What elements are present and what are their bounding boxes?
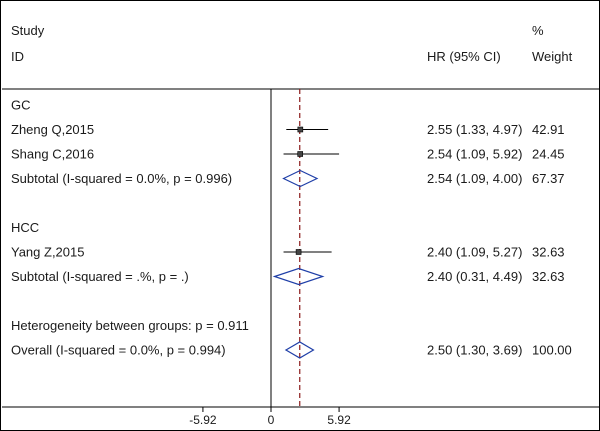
- axis-tick-label: -5.92: [189, 413, 217, 427]
- group-label: GC: [11, 98, 31, 113]
- subtotal-diamond: [272, 267, 325, 286]
- subtotal-label: Subtotal (I-squared = 0.0%, p = 0.996): [11, 171, 232, 186]
- study-label: Shang C,2016: [11, 147, 94, 162]
- header-effect: HR (95% CI): [427, 49, 501, 64]
- study-rows: GC Zheng Q,2015 2.55 (1.33, 4.97) 42.91 Shan…: [11, 98, 572, 359]
- weight-text: 42.91: [532, 122, 565, 137]
- overall-label: Overall (I-squared = 0.0%, p = 0.994): [11, 343, 226, 358]
- point-estimate-box: [295, 249, 302, 255]
- effect-ci-text: 2.40 (1.09, 5.27): [427, 245, 522, 260]
- effect-ci-text: 2.54 (1.09, 4.00): [427, 171, 522, 186]
- note-label: Heterogeneity between groups: p = 0.911: [11, 318, 249, 333]
- axis-tick-label: 0: [268, 413, 275, 427]
- x-axis: -5.92 0 5.92: [189, 407, 351, 427]
- effect-ci-text: 2.54 (1.09, 5.92): [427, 147, 522, 162]
- effect-ci-text: 2.50 (1.30, 3.69): [427, 343, 522, 358]
- point-estimate-box: [297, 151, 304, 157]
- effect-ci-text: 2.40 (0.31, 4.49): [427, 269, 522, 284]
- point-estimate-box: [297, 126, 304, 133]
- effect-ci-text: 2.55 (1.33, 4.97): [427, 122, 522, 137]
- header-study: Study: [11, 23, 45, 38]
- overall-diamond: [284, 341, 315, 359]
- header-id: ID: [11, 49, 24, 64]
- weight-text: 32.63: [532, 269, 565, 284]
- weight-text: 67.37: [532, 171, 565, 186]
- weight-text: 24.45: [532, 147, 565, 162]
- subtotal-diamond: [282, 169, 319, 188]
- plot-area: [270, 89, 301, 407]
- weight-text: 32.63: [532, 245, 565, 260]
- weight-text: 100.00: [532, 343, 572, 358]
- header-weight: Weight: [532, 49, 573, 64]
- subtotal-label: Subtotal (I-squared = .%, p = .): [11, 269, 189, 284]
- study-label: Zheng Q,2015: [11, 122, 94, 137]
- study-label: Yang Z,2015: [11, 245, 84, 260]
- header-weight-symbol: %: [532, 23, 544, 38]
- axis-tick-label: 5.92: [327, 413, 351, 427]
- group-label: HCC: [11, 220, 39, 235]
